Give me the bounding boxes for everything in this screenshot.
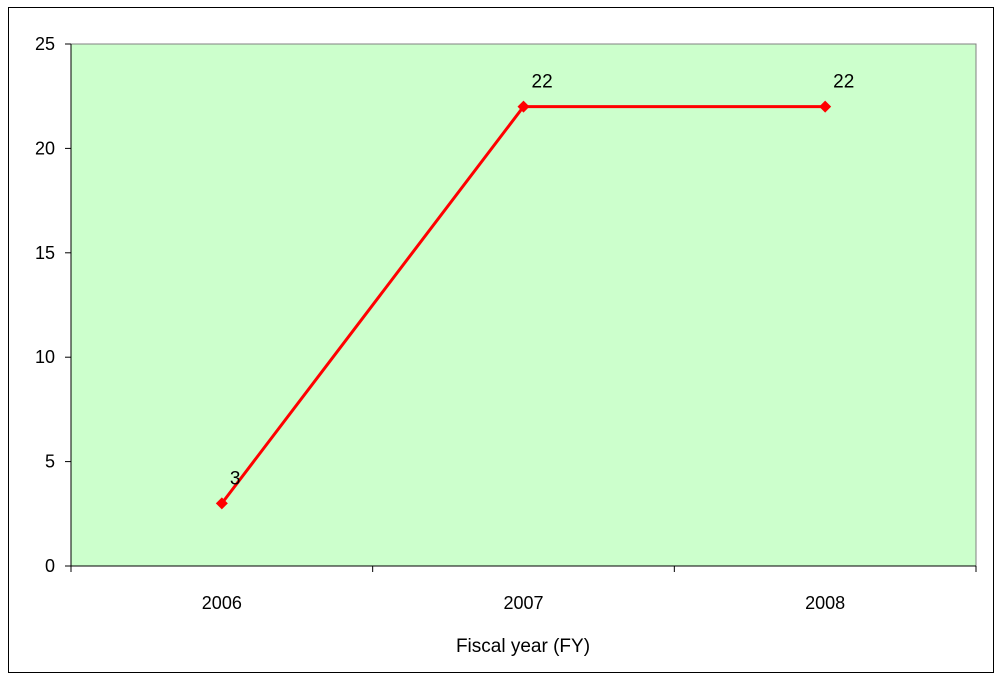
y-tick-label: 5 xyxy=(45,452,55,472)
y-tick-label: 0 xyxy=(45,556,55,576)
y-tick-label: 20 xyxy=(35,138,55,158)
data-label: 22 xyxy=(532,72,553,93)
data-label: 22 xyxy=(833,72,854,93)
x-tick-label: 2006 xyxy=(202,593,242,613)
plot-area xyxy=(70,43,977,567)
y-tick-label: 15 xyxy=(35,243,55,263)
axes: 0 5 10 15 20 25 2006 2007 2008 xyxy=(35,34,977,613)
x-axis-title: Fiscal year (FY) xyxy=(456,636,590,657)
y-tick-label: 25 xyxy=(35,34,55,54)
data-label: 3 xyxy=(230,468,241,489)
x-tick-label: 2007 xyxy=(503,593,543,613)
y-tick-label: 10 xyxy=(35,347,55,367)
data-point-marker xyxy=(215,497,228,510)
data-point-marker xyxy=(819,100,832,113)
data-point-marker xyxy=(517,100,530,113)
series-layer: 3 22 22 xyxy=(215,72,854,510)
x-tick-label: 2008 xyxy=(805,593,845,613)
